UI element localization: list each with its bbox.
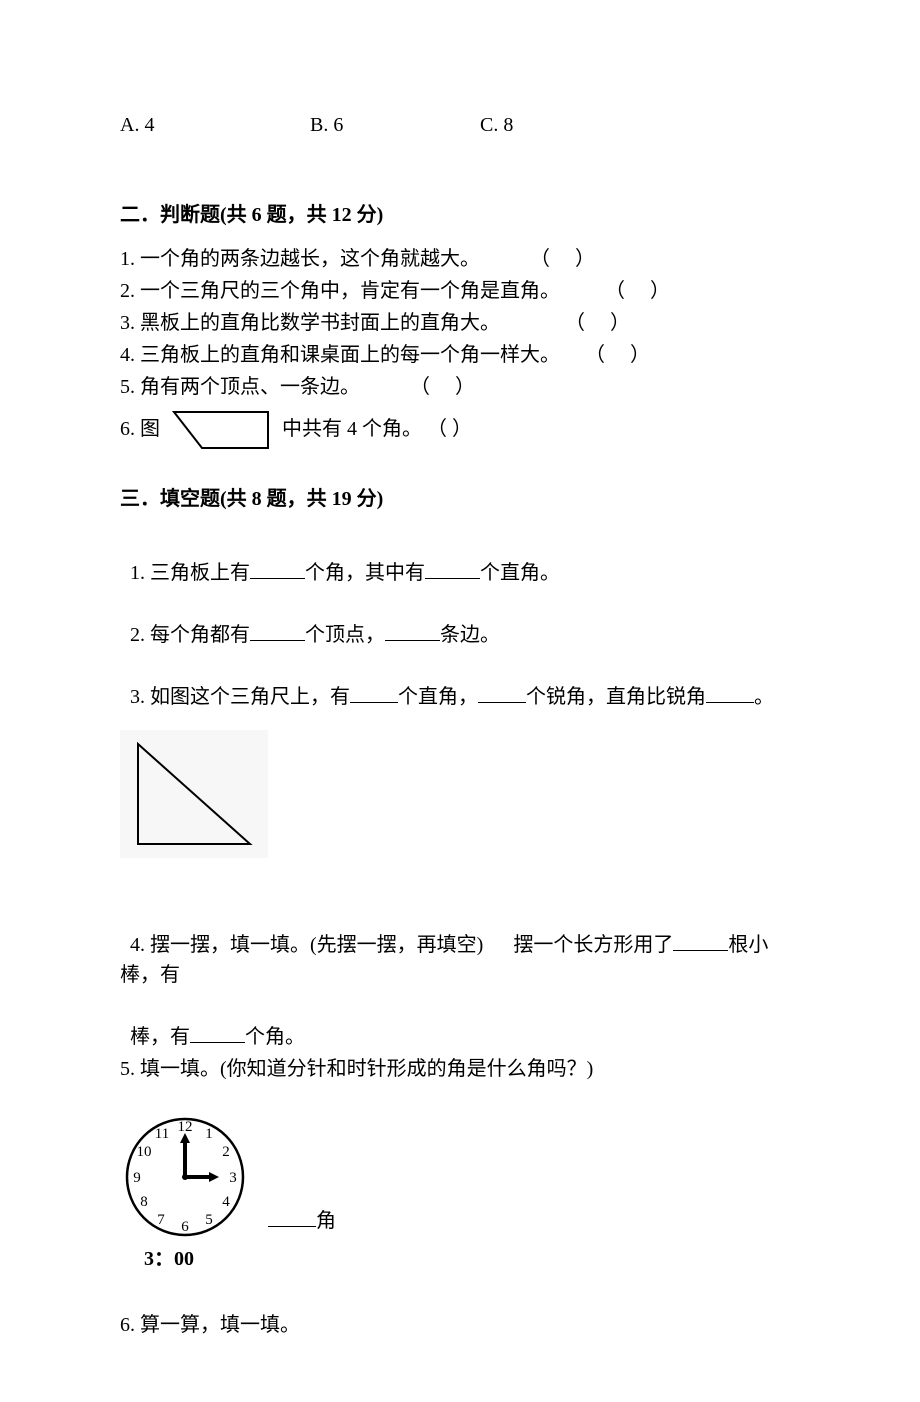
s3-q1: 1. 三角板上有 个角，其中有 个直角。 <box>120 528 800 588</box>
blank <box>706 682 754 703</box>
s3-q2-a: 2. 每个角都有 <box>130 624 250 646</box>
s3-q4: 4. 摆一摆，填一填。(先摆一摆，再填空) 摆一个长方形用了根小棒，有 <box>120 900 800 990</box>
clock-num-5: 5 <box>205 1212 213 1228</box>
s2-q3: 3. 黑板上的直角比数学书封面上的直角大。 （ ） <box>120 308 800 338</box>
s3-q4-a: 4. 摆一摆，填一填。(先摆一摆，再填空) 摆一个长方形用了 <box>130 934 673 956</box>
s2-q6-post: 中共有 4 个角。 （ ） <box>282 414 472 444</box>
s2-q5: 5. 角有两个顶点、一条边。 （ ） <box>120 372 800 402</box>
s3-q2-c: 条边。 <box>440 624 500 646</box>
clock-num-11: 11 <box>155 1126 169 1142</box>
blank <box>673 930 728 951</box>
clock-figure: 12 1 2 3 4 5 6 7 8 9 10 11 <box>120 1112 250 1242</box>
s3-q4-line2: 棒，有 个角。 <box>120 992 800 1052</box>
s2-q6: 6. 图 中共有 4 个角。 （ ） <box>120 404 800 454</box>
s3-q6: 6. 算一算，填一填。 <box>120 1310 800 1340</box>
s2-q2: 2. 一个三角尺的三个角中，肯定有一个角是直角。 （ ） <box>120 276 800 306</box>
trapezoid-figure <box>166 404 276 454</box>
trapezoid-shape <box>174 412 268 448</box>
clock-suffix: 角 <box>316 1210 336 1232</box>
s3-q2: 2. 每个角都有 个顶点， 条边。 <box>120 590 800 650</box>
clock-num-3: 3 <box>229 1170 237 1186</box>
s3-q2-b: 个顶点， <box>305 624 385 646</box>
clock-num-10: 10 <box>137 1144 152 1160</box>
s3-q1-a: 1. 三角板上有 <box>130 562 250 584</box>
s3-q4-c-pre: 棒，有 <box>130 1026 190 1048</box>
clock-answer: 角 <box>268 1206 336 1236</box>
clock-num-9: 9 <box>133 1170 141 1186</box>
clock-num-1: 1 <box>205 1126 213 1142</box>
s3-q3: 3. 如图这个三角尺上，有 个直角， 个锐角，直角比锐角 。 <box>120 652 800 712</box>
option-c: C. 8 <box>480 110 513 140</box>
clock-num-2: 2 <box>222 1144 230 1160</box>
blank <box>350 682 398 703</box>
blank <box>190 1022 245 1043</box>
mc-options-row: A. 4 B. 6 C. 8 <box>120 110 800 140</box>
clock-block: 12 1 2 3 4 5 6 7 8 9 10 11 角 3：00 <box>120 1112 800 1274</box>
s3-q3-a: 3. 如图这个三角尺上，有 <box>130 686 350 708</box>
blank <box>268 1206 316 1227</box>
blank <box>250 620 305 641</box>
clock-time-label: 3：00 <box>144 1244 800 1274</box>
blank <box>385 620 440 641</box>
s2-q1: 1. 一个角的两条边越长，这个角就越大。 （ ） <box>120 244 800 274</box>
s3-q4-c: 个角。 <box>245 1026 305 1048</box>
clock-num-6: 6 <box>181 1219 189 1235</box>
blank <box>425 558 480 579</box>
s2-q6-pre: 6. 图 <box>120 414 160 444</box>
clock-num-12: 12 <box>178 1119 193 1135</box>
option-b: B. 6 <box>310 110 480 140</box>
s2-q4: 4. 三角板上的直角和课桌面上的每一个角一样大。 （ ） <box>120 340 800 370</box>
s3-q1-c: 个直角。 <box>480 562 560 584</box>
s3-q1-b: 个角，其中有 <box>305 562 425 584</box>
clock-num-8: 8 <box>140 1194 148 1210</box>
s3-q5: 5. 填一填。(你知道分针和时针形成的角是什么角吗？) <box>120 1054 800 1084</box>
blank <box>250 558 305 579</box>
right-triangle-figure <box>120 730 270 860</box>
s3-q3-b: 个直角， <box>398 686 478 708</box>
s3-q3-d: 。 <box>754 686 774 708</box>
blank <box>478 682 526 703</box>
section3-heading: 三．填空题(共 8 题，共 19 分) <box>120 484 800 514</box>
clock-num-7: 7 <box>157 1212 165 1228</box>
section2-heading: 二．判断题(共 6 题，共 12 分) <box>120 200 800 230</box>
s3-q3-c: 个锐角，直角比锐角 <box>526 686 706 708</box>
clock-num-4: 4 <box>222 1194 230 1210</box>
option-a: A. 4 <box>120 110 310 140</box>
